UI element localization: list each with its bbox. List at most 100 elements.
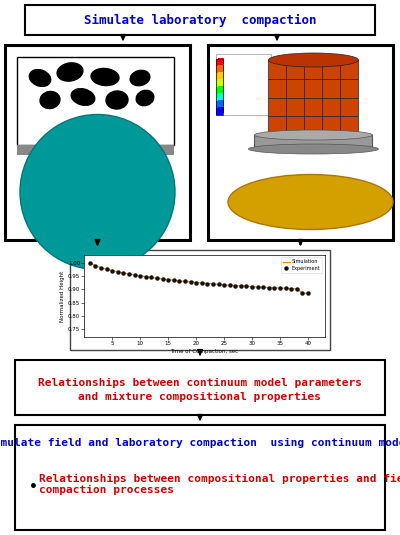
- Text: and mixture compositional properties: and mixture compositional properties: [78, 392, 322, 401]
- FancyBboxPatch shape: [340, 97, 358, 116]
- Ellipse shape: [40, 91, 60, 109]
- Simulation: [88, 260, 93, 266]
- Legend: Simulation, Experiment: Simulation, Experiment: [281, 257, 322, 273]
- Experiment: [283, 285, 288, 292]
- Experiment: [250, 284, 254, 290]
- Text: Relationships between continuum model parameters: Relationships between continuum model pa…: [38, 378, 362, 387]
- FancyBboxPatch shape: [254, 135, 372, 149]
- Experiment: [127, 271, 132, 277]
- Ellipse shape: [106, 91, 128, 109]
- Experiment: [294, 286, 299, 292]
- Experiment: [166, 277, 170, 283]
- FancyBboxPatch shape: [216, 66, 223, 73]
- Ellipse shape: [268, 53, 358, 67]
- Experiment: [182, 278, 187, 285]
- FancyBboxPatch shape: [216, 73, 223, 80]
- FancyBboxPatch shape: [15, 360, 385, 415]
- FancyBboxPatch shape: [208, 45, 393, 240]
- Experiment: [210, 281, 215, 287]
- FancyBboxPatch shape: [322, 97, 340, 116]
- Experiment: [138, 273, 143, 279]
- Experiment: [160, 276, 165, 282]
- FancyBboxPatch shape: [286, 116, 304, 135]
- FancyBboxPatch shape: [216, 54, 271, 115]
- Experiment: [149, 274, 154, 281]
- Simulation: [271, 285, 276, 291]
- Experiment: [255, 284, 260, 290]
- Ellipse shape: [228, 174, 393, 230]
- Simulation: [217, 281, 222, 288]
- Ellipse shape: [29, 70, 51, 87]
- FancyBboxPatch shape: [218, 93, 224, 99]
- Experiment: [244, 283, 249, 289]
- Experiment: [272, 285, 277, 291]
- Experiment: [110, 268, 115, 274]
- Experiment: [116, 269, 120, 275]
- FancyBboxPatch shape: [216, 94, 223, 101]
- FancyBboxPatch shape: [304, 116, 322, 135]
- FancyBboxPatch shape: [218, 79, 224, 85]
- Experiment: [233, 282, 238, 289]
- Ellipse shape: [91, 68, 119, 86]
- Ellipse shape: [254, 130, 372, 140]
- Experiment: [144, 273, 148, 280]
- FancyBboxPatch shape: [286, 60, 304, 79]
- Y-axis label: Normalized Height: Normalized Height: [60, 270, 65, 322]
- FancyBboxPatch shape: [15, 425, 385, 530]
- FancyBboxPatch shape: [304, 60, 322, 79]
- FancyBboxPatch shape: [268, 79, 286, 97]
- Experiment: [227, 282, 232, 288]
- FancyBboxPatch shape: [25, 5, 375, 35]
- Ellipse shape: [136, 90, 154, 106]
- Experiment: [155, 275, 160, 281]
- FancyBboxPatch shape: [340, 79, 358, 97]
- Line: Simulation: Simulation: [90, 263, 308, 293]
- FancyBboxPatch shape: [216, 108, 223, 115]
- Experiment: [104, 266, 109, 272]
- FancyBboxPatch shape: [17, 57, 174, 145]
- FancyBboxPatch shape: [286, 79, 304, 97]
- Ellipse shape: [57, 63, 83, 81]
- FancyBboxPatch shape: [340, 60, 358, 79]
- FancyBboxPatch shape: [322, 79, 340, 97]
- Experiment: [238, 282, 243, 289]
- FancyBboxPatch shape: [218, 100, 224, 106]
- Experiment: [121, 270, 126, 276]
- FancyBboxPatch shape: [216, 59, 223, 66]
- Experiment: [306, 290, 310, 296]
- Experiment: [132, 272, 137, 278]
- FancyBboxPatch shape: [218, 72, 224, 78]
- Simulation: [88, 259, 92, 266]
- Text: Relationships between compositional properties and field
compaction processes: Relationships between compositional prop…: [39, 473, 400, 495]
- FancyBboxPatch shape: [218, 58, 224, 64]
- Experiment: [216, 281, 221, 288]
- Simulation: [221, 281, 226, 288]
- Ellipse shape: [130, 70, 150, 86]
- Text: Simulate laboratory  compaction: Simulate laboratory compaction: [84, 13, 316, 27]
- FancyBboxPatch shape: [304, 79, 322, 97]
- FancyBboxPatch shape: [5, 45, 190, 240]
- Experiment: [205, 280, 210, 287]
- FancyBboxPatch shape: [17, 145, 174, 155]
- Experiment: [222, 282, 226, 288]
- Experiment: [177, 278, 182, 284]
- Ellipse shape: [71, 89, 95, 105]
- Experiment: [278, 285, 282, 291]
- FancyBboxPatch shape: [304, 97, 322, 116]
- Experiment: [171, 277, 176, 284]
- Experiment: [289, 285, 294, 292]
- Experiment: [199, 280, 204, 286]
- Experiment: [194, 279, 198, 286]
- Experiment: [188, 279, 193, 285]
- Simulation: [306, 290, 310, 296]
- FancyBboxPatch shape: [340, 116, 358, 135]
- FancyBboxPatch shape: [218, 86, 224, 92]
- X-axis label: Time of Compaction, sec: Time of Compaction, sec: [170, 349, 239, 354]
- FancyBboxPatch shape: [286, 97, 304, 116]
- Experiment: [300, 290, 305, 296]
- FancyBboxPatch shape: [70, 250, 330, 350]
- FancyBboxPatch shape: [216, 87, 223, 94]
- FancyBboxPatch shape: [268, 97, 286, 116]
- Experiment: [88, 259, 92, 266]
- Experiment: [93, 263, 98, 269]
